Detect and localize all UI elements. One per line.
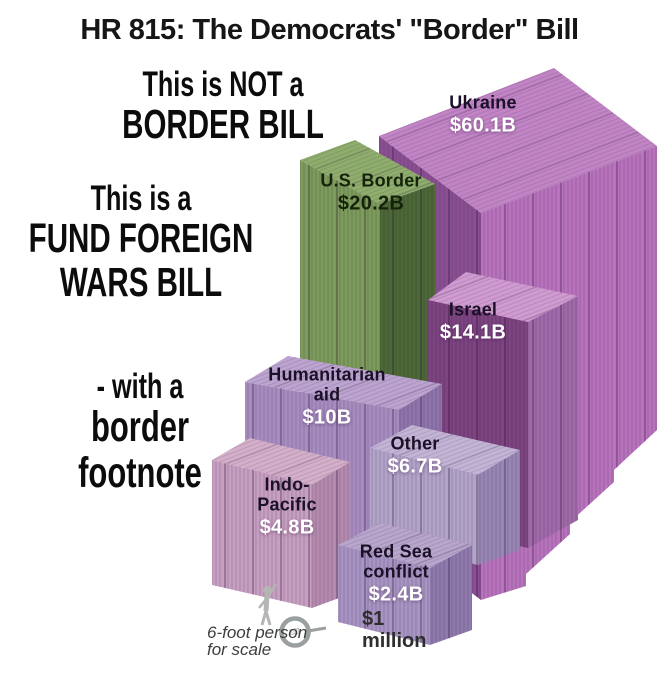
block-value: $6.7B — [387, 455, 443, 478]
label-indo-pacific: Indo-Pacific $4.8B — [248, 475, 326, 540]
block-value: $14.1B — [439, 321, 507, 344]
humanitarian-top-ribbing — [245, 356, 442, 410]
annotation-line: This is NOT a — [142, 65, 304, 104]
block-value: $2.4B — [368, 583, 424, 606]
us-border-top-ribbing — [300, 140, 435, 204]
annotation-line: border — [90, 403, 190, 452]
annotation-line: BORDER BILL — [122, 101, 324, 148]
person-icon — [258, 583, 278, 626]
block-value: $20.2B — [337, 192, 405, 215]
block-value: $10B — [302, 406, 352, 429]
other-right-ribbing — [478, 450, 520, 565]
other-top-ribbing — [370, 425, 520, 475]
block-name: Humanitarian aid — [268, 364, 386, 405]
annotation-line: FUND FOREIGN — [28, 215, 254, 262]
tower-red-sea — [338, 523, 472, 645]
israel-top-ribbing — [428, 272, 578, 322]
block-value: $4.8B — [259, 516, 315, 539]
label-israel: Israel $14.1B — [418, 300, 528, 345]
block-value: $60.1B — [449, 114, 517, 137]
label-us-border: U.S. Border $20.2B — [301, 171, 441, 216]
annotation-line: - with a — [96, 367, 184, 406]
red-sea-right-ribbing — [430, 545, 472, 645]
block-name: Indo-Pacific — [257, 474, 317, 515]
million-magnifier-icon — [279, 616, 327, 648]
person-scale-label: 6-foot person for scale — [207, 623, 308, 660]
ukraine-top-ribbing — [379, 68, 657, 213]
label-humanitarian: Humanitarian aid $10B — [261, 365, 393, 430]
annotation-not-border-bill: This is NOT a BORDER BILL — [122, 66, 324, 147]
red-sea-front-ribbing — [338, 545, 430, 645]
label-ukraine: Ukraine $60.1B — [423, 93, 543, 138]
annotation-line: This is a — [90, 179, 192, 218]
label-other: Other $6.7B — [365, 434, 465, 479]
israel-right-ribbing — [528, 296, 578, 548]
annotation-fund-foreign-wars: This is a FUND FOREIGN WARS BILL — [29, 180, 254, 304]
red-sea-top-ribbing — [338, 523, 472, 568]
block-name: Red Sea conflict — [359, 541, 433, 582]
block-name: Ukraine — [449, 92, 517, 113]
indo-pacific-front-ribbing — [212, 460, 312, 608]
block-name: U.S. Border — [320, 170, 422, 191]
label-red-sea: Red Sea conflict $2.4B — [348, 542, 444, 607]
block-name: Israel — [448, 299, 498, 320]
annotation-border-footnote: - with a border footnote — [78, 368, 202, 496]
million-unit-label: $1 million — [362, 608, 427, 652]
annotation-line: WARS BILL — [59, 258, 223, 305]
chart-title: HR 815: The Democrats' "Border" Bill — [80, 14, 579, 46]
block-name: Other — [390, 433, 440, 454]
annotation-line: footnote — [78, 448, 202, 497]
indo-pacific-top-ribbing — [212, 438, 350, 485]
